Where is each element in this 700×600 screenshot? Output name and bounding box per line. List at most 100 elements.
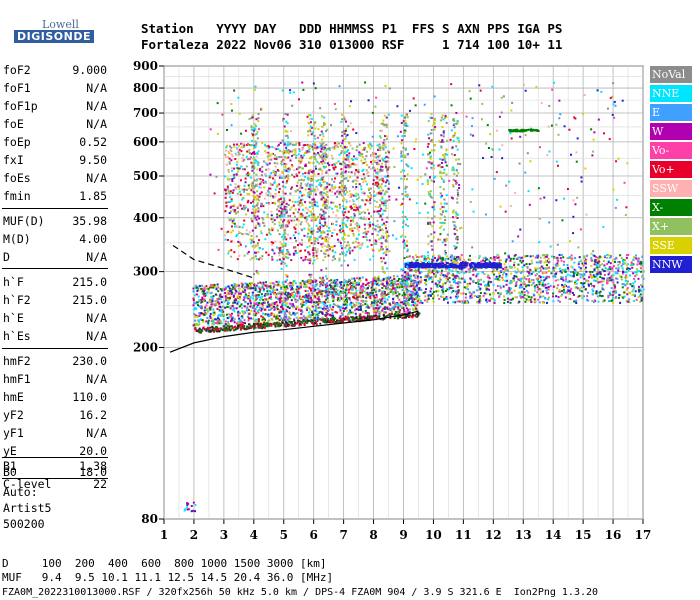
echo-point <box>317 306 320 309</box>
echo-point <box>365 292 368 295</box>
echo-point <box>328 189 331 192</box>
echo-point <box>399 281 402 284</box>
echo-point <box>196 329 199 332</box>
echo-point <box>240 150 243 153</box>
echo-point <box>269 291 272 294</box>
echo-point <box>459 262 463 265</box>
echo-point <box>253 319 256 322</box>
echo-point <box>382 290 385 293</box>
echo-point <box>305 302 308 305</box>
echo-point <box>384 163 387 166</box>
echo-point <box>434 275 437 278</box>
echo-point <box>538 283 541 286</box>
echo-point <box>381 282 384 285</box>
echo-point <box>632 284 635 287</box>
echo-point <box>506 300 509 303</box>
echo-point <box>203 309 206 312</box>
echo-point <box>232 301 235 304</box>
echo-point <box>250 211 253 214</box>
echo-point <box>479 292 482 295</box>
echo-point <box>450 259 453 262</box>
param-row-ye: yE 20.0 <box>3 444 107 462</box>
echo-point <box>299 317 302 320</box>
echo-point <box>564 291 567 294</box>
echo-point <box>319 150 322 153</box>
echo-point <box>335 214 338 217</box>
echo-point <box>228 191 231 194</box>
echo-point <box>194 314 197 317</box>
echo-point <box>530 300 533 303</box>
echo-point <box>311 284 314 287</box>
echo-point <box>331 295 334 298</box>
echo-point <box>331 259 334 262</box>
echo-point <box>328 248 331 251</box>
echo-point <box>459 258 462 261</box>
echo-point <box>258 323 261 326</box>
echo-point <box>480 264 484 267</box>
echo-point <box>292 234 295 237</box>
echo-point <box>470 294 473 297</box>
echo-point <box>366 291 369 294</box>
echo-point <box>590 259 593 262</box>
echo-point <box>264 281 267 284</box>
echo-point <box>487 284 490 287</box>
echo-point <box>230 318 233 321</box>
echo-point <box>372 153 375 156</box>
echo-point <box>303 319 306 322</box>
echo-point <box>334 311 337 314</box>
echo-point <box>295 184 298 187</box>
echo-point <box>298 179 301 182</box>
echo-point <box>453 279 456 282</box>
echo-point <box>209 292 212 295</box>
echo-point <box>205 304 208 307</box>
echo-point <box>374 175 377 178</box>
echo-point <box>449 287 452 290</box>
echo-point <box>441 289 444 292</box>
echo-point <box>273 288 276 291</box>
echo-point <box>566 257 569 260</box>
echo-point <box>287 293 290 296</box>
echo-point <box>332 295 335 298</box>
echo-point <box>247 308 250 311</box>
echo-point <box>325 282 328 285</box>
echo-point <box>554 279 557 282</box>
echo-point <box>295 173 298 176</box>
echo-point <box>276 259 279 262</box>
echo-point <box>545 255 548 258</box>
echo-point <box>201 300 204 303</box>
echo-point <box>253 294 256 297</box>
echo-point <box>598 255 601 258</box>
echo-point <box>383 292 386 295</box>
echo-point <box>289 321 292 324</box>
echo-point <box>357 233 360 236</box>
echo-point <box>254 246 257 249</box>
echo-point <box>531 262 534 265</box>
echo-point <box>377 210 380 213</box>
echo-point <box>309 287 312 290</box>
echo-point <box>295 251 298 254</box>
echo-point <box>514 270 517 273</box>
echo-point <box>277 317 280 320</box>
echo-point <box>219 320 222 323</box>
echo-point <box>254 303 257 306</box>
echo-point <box>557 299 560 302</box>
echo-point <box>509 301 512 304</box>
echo-point <box>634 280 637 283</box>
echo-point <box>264 322 267 325</box>
echo-point <box>401 294 404 297</box>
echo-point <box>369 291 372 294</box>
param-row-fxi: fxI 9.50 <box>3 153 107 171</box>
echo-point <box>627 253 630 256</box>
echo-point <box>290 305 293 308</box>
echo-point <box>578 261 581 264</box>
echo-point <box>572 293 575 296</box>
echo-point <box>249 305 252 308</box>
echo-point <box>430 287 433 290</box>
echo-point <box>269 285 272 288</box>
echo-point <box>446 298 449 301</box>
echo-point <box>547 286 550 289</box>
echo-point <box>241 310 244 313</box>
echo-point <box>454 257 457 260</box>
echo-point <box>293 280 296 283</box>
echo-point <box>539 267 542 270</box>
